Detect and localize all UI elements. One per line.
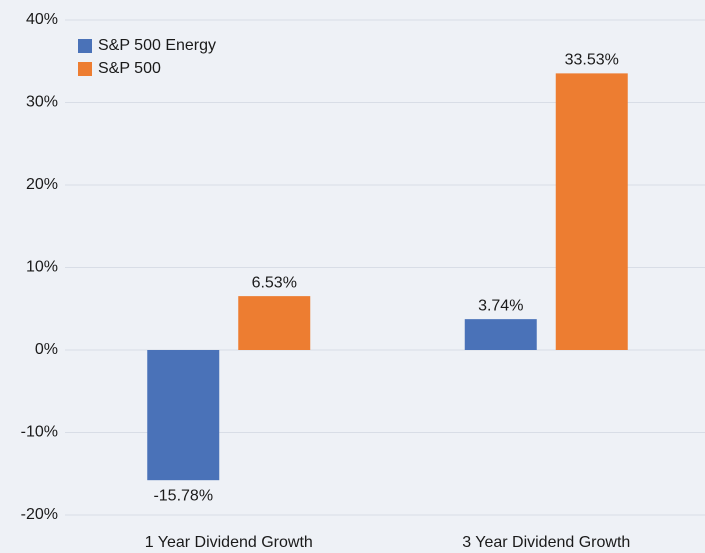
value-label: 3.74% <box>478 297 523 314</box>
y-tick-label: -10% <box>21 424 58 441</box>
bar <box>238 296 311 350</box>
bar <box>147 350 220 481</box>
y-tick-label: 40% <box>26 11 58 28</box>
bar <box>555 73 628 350</box>
legend-swatch <box>78 39 92 53</box>
y-tick-label: 20% <box>26 176 58 193</box>
x-tick-label: 1 Year Dividend Growth <box>145 534 313 551</box>
value-label: -15.78% <box>153 487 213 504</box>
value-label: 33.53% <box>565 52 619 69</box>
y-tick-label: -20% <box>21 506 58 523</box>
x-tick-label: 3 Year Dividend Growth <box>462 534 630 551</box>
legend-swatch <box>78 62 92 76</box>
y-tick-label: 30% <box>26 94 58 111</box>
y-tick-label: 0% <box>35 341 58 358</box>
y-tick-label: 10% <box>26 259 58 276</box>
legend-label: S&P 500 <box>98 60 161 77</box>
bar <box>464 319 537 350</box>
value-label: 6.53% <box>252 274 297 291</box>
legend-label: S&P 500 Energy <box>98 37 216 54</box>
